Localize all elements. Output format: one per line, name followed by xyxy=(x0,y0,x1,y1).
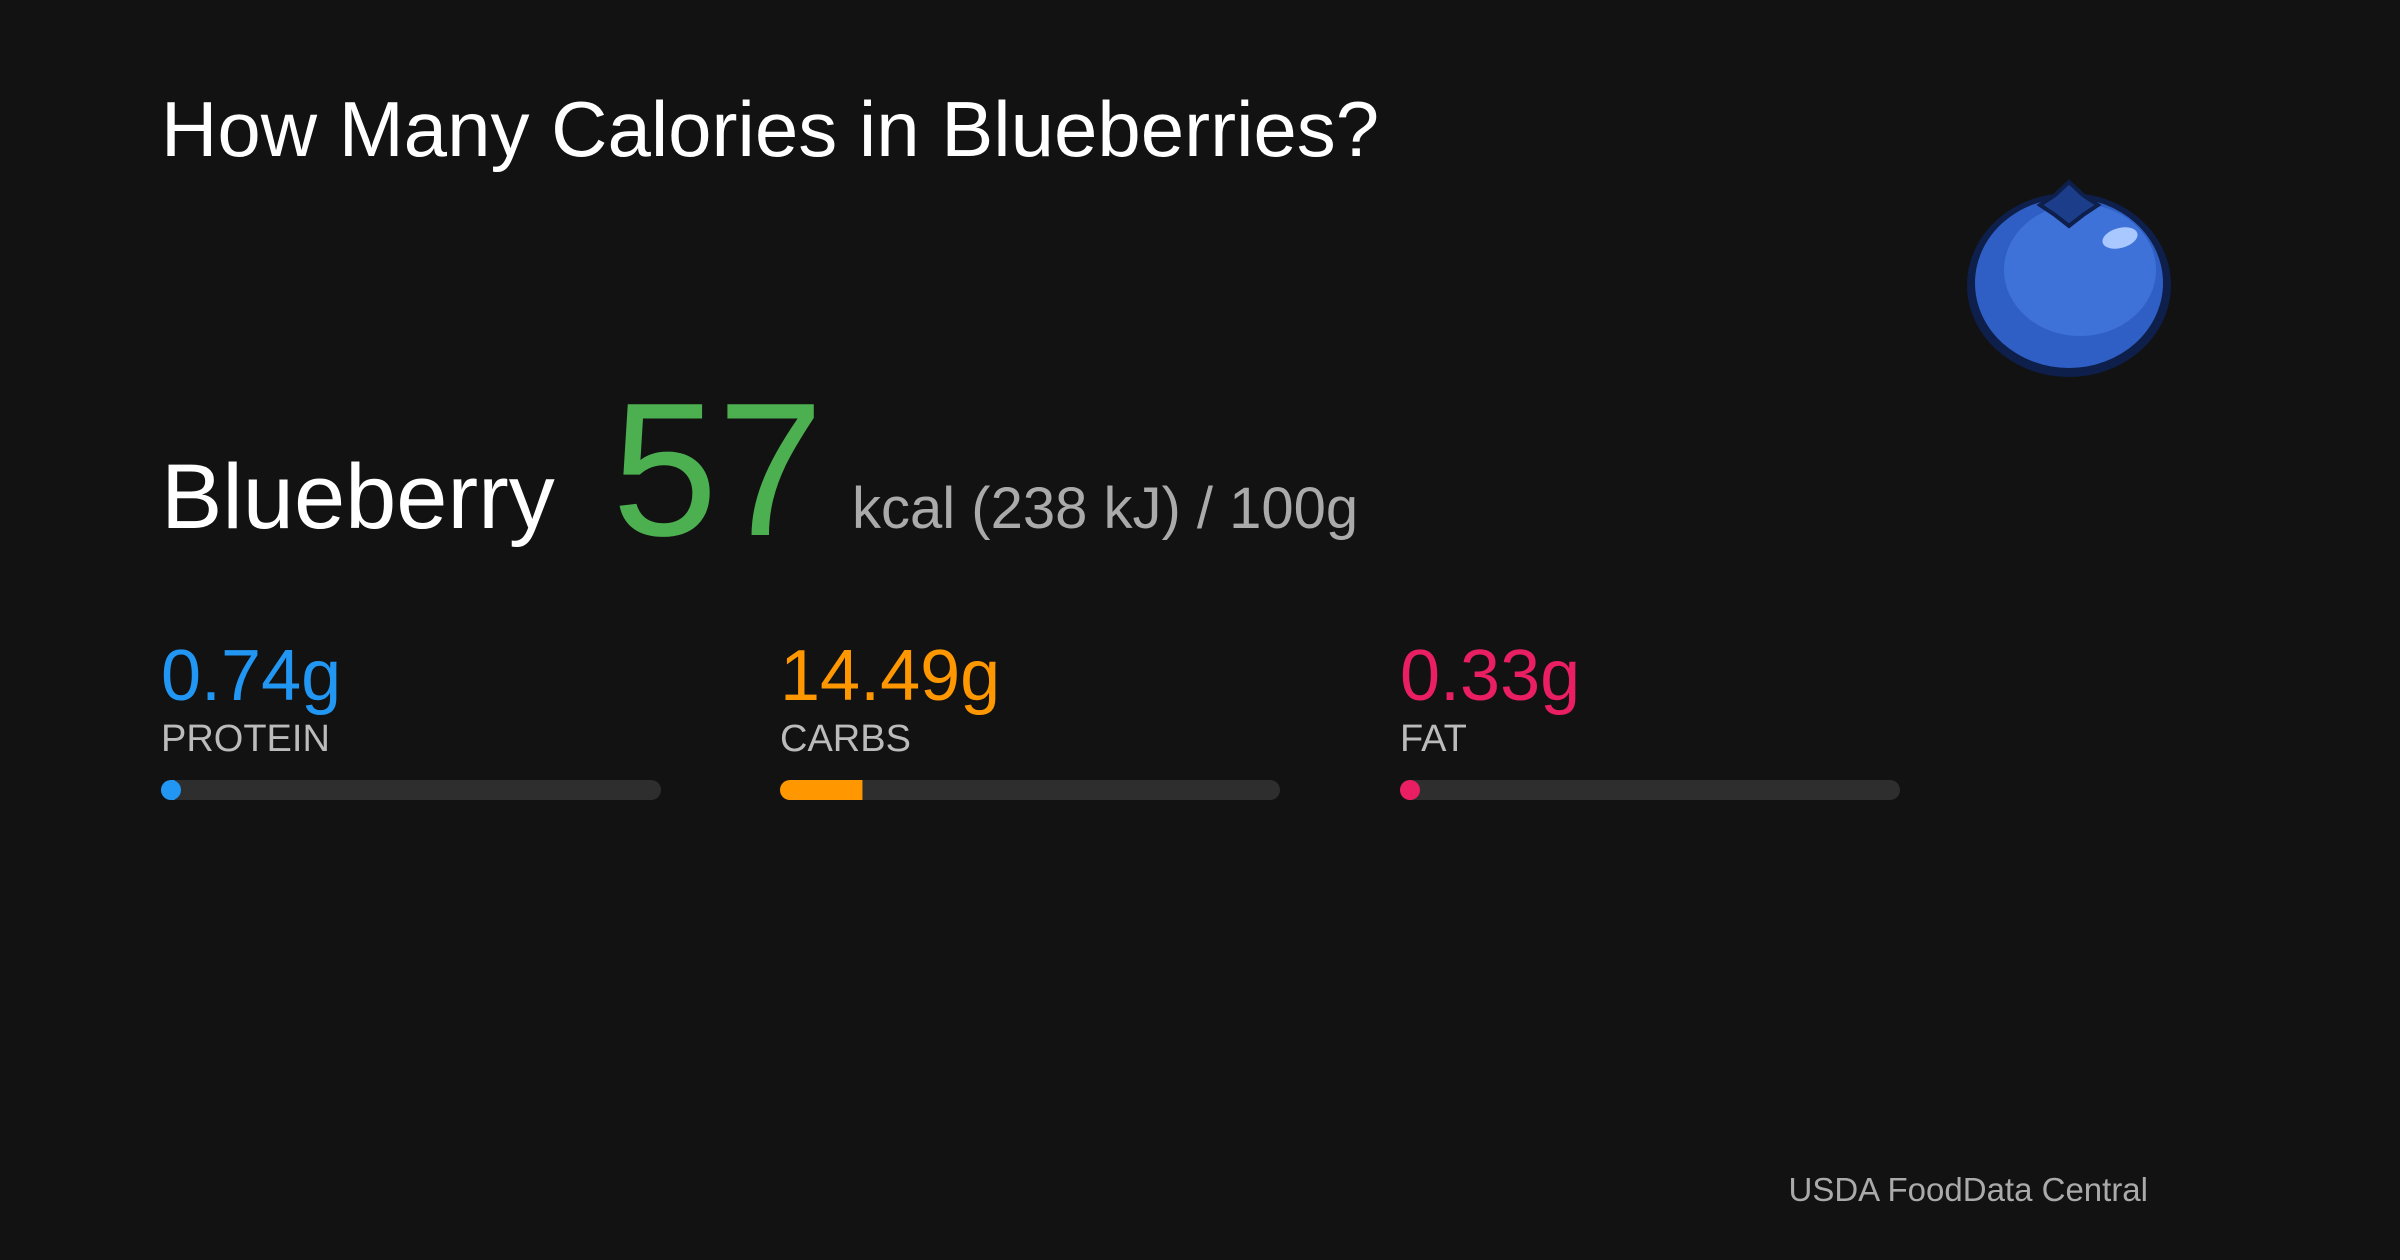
calories-unit: kcal (238 kJ) / 100g xyxy=(852,476,1358,541)
macro-label: FAT xyxy=(1400,718,1467,760)
blueberry-icon xyxy=(1967,179,2171,377)
food-name: Blueberry xyxy=(161,446,555,548)
bar-track xyxy=(161,780,661,800)
bar-track xyxy=(1400,780,1900,800)
macro-label: PROTEIN xyxy=(161,718,330,760)
bar-track xyxy=(780,780,1280,800)
macro-value: 14.49g xyxy=(780,636,1000,716)
bar-fill xyxy=(1410,780,1412,800)
macro-label: CARBS xyxy=(780,718,911,760)
macro-value: 0.33g xyxy=(1400,636,1580,716)
bar-fill xyxy=(171,780,175,800)
title: How Many Calories in Blueberries? xyxy=(161,85,1379,173)
macro-value: 0.74g xyxy=(161,636,341,716)
source: USDA FoodData Central xyxy=(1788,1171,2148,1208)
calories: 57 xyxy=(612,364,823,576)
bar-fill xyxy=(790,780,863,800)
